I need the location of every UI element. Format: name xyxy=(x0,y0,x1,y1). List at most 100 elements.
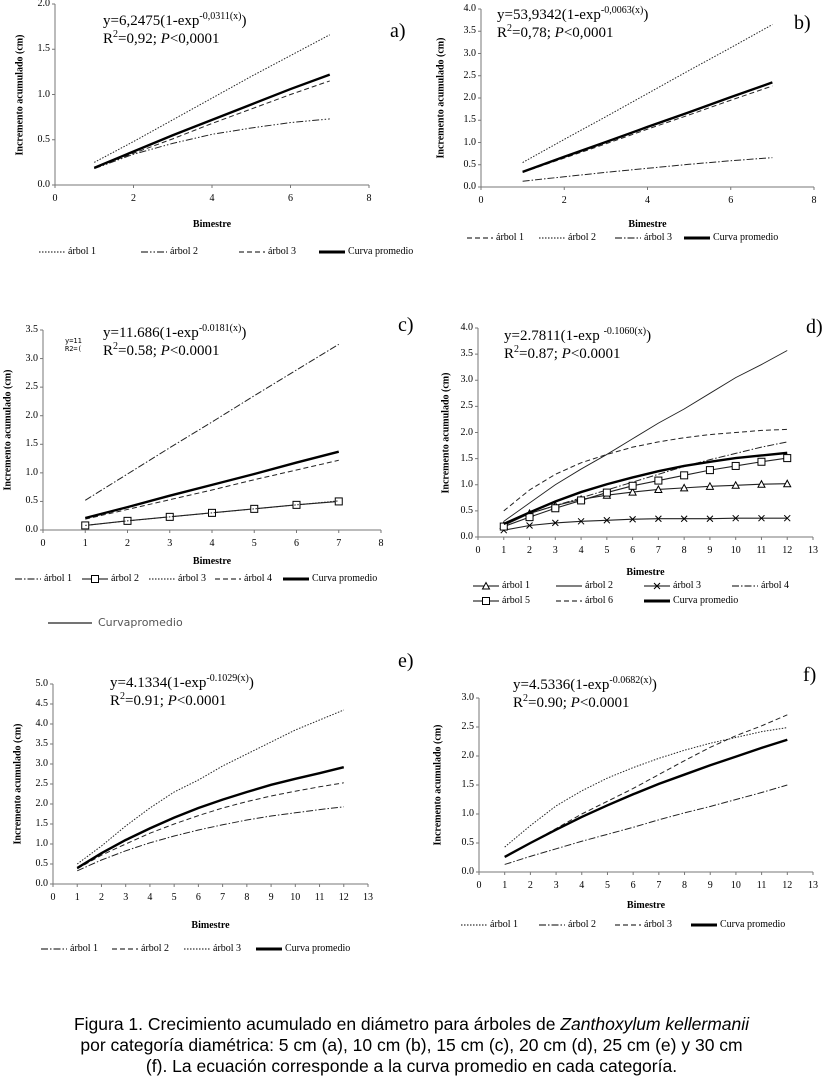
x-tick-label: 0 xyxy=(40,538,46,549)
legend-swatch xyxy=(467,237,493,238)
legend-item: árbol 2 xyxy=(538,232,596,243)
x-axis-label: Bimestre xyxy=(626,900,666,911)
chart-panel-c xyxy=(40,329,382,533)
y-tick-label: 0.5 xyxy=(460,504,474,516)
x-tick-label: 3 xyxy=(123,892,129,903)
legend-label: árbol 3 xyxy=(268,246,297,257)
equation-main: y=4.1334(1-exp xyxy=(110,675,207,691)
series-line xyxy=(93,73,331,169)
cross-marker xyxy=(706,515,714,523)
legend-swatch xyxy=(615,924,641,925)
legend-item: árbol 3 xyxy=(183,943,241,954)
legend-item: árbol 6 xyxy=(555,595,613,606)
cross-marker xyxy=(526,522,533,529)
series-árbol-2 xyxy=(503,350,788,522)
equation: y=53,9342(1-exp-0,0063(x)) R2=0,78; P<0,0… xyxy=(497,6,648,42)
panel-letter: a) xyxy=(390,20,406,42)
caption-text: Figura 1. Crecimiento acumulado en diáme… xyxy=(73,1014,561,1034)
r-symbol: R xyxy=(110,693,121,709)
series-árbol-3 xyxy=(85,500,339,526)
p-value: <0,0001 xyxy=(563,25,614,41)
triangle-marker xyxy=(782,479,792,488)
x-tick-label: 7 xyxy=(656,880,662,891)
chart-panel-b xyxy=(478,8,815,190)
series-line xyxy=(77,806,344,872)
series-árbol-4 xyxy=(503,441,788,525)
x-tick-label: 8 xyxy=(378,538,384,549)
legend-label: Curva promedio xyxy=(348,246,414,257)
square-marker xyxy=(334,497,343,506)
square-marker xyxy=(731,461,740,470)
legend-swatch xyxy=(141,251,167,252)
square-marker xyxy=(680,471,689,480)
series-curva-promedio xyxy=(504,738,788,858)
x-tick-label: 0 xyxy=(476,880,482,891)
r2-line: R2=0.91; P<0.0001 xyxy=(110,692,254,710)
panel-letter: b) xyxy=(794,12,811,34)
r2-value: =0,92; xyxy=(118,31,161,47)
legend-item: árbol 2 xyxy=(555,580,613,591)
y-tick-label: 4.0 xyxy=(463,3,477,14)
legend-swatch xyxy=(473,580,499,589)
equation-close: ) xyxy=(643,7,649,23)
series-curva-promedio xyxy=(503,451,788,526)
cross-marker xyxy=(629,515,636,523)
series-árbol-3 xyxy=(76,709,344,865)
x-tick-label: 5 xyxy=(171,892,177,903)
series-line xyxy=(84,343,340,501)
x-tick-label: 4 xyxy=(147,892,153,903)
y-tick-label: 3.5 xyxy=(25,324,39,335)
legend-swatch xyxy=(732,585,758,586)
equation-exponent: -0.0682(x) xyxy=(609,675,652,686)
figure-caption: Figura 1. Crecimiento acumulado en diáme… xyxy=(0,1014,823,1077)
series-curva-promedio xyxy=(84,450,340,520)
legend-swatch xyxy=(644,599,670,602)
legend-label: árbol 3 xyxy=(644,232,673,243)
x-tick-label: 2 xyxy=(125,538,130,549)
x-tick-label: 8 xyxy=(811,195,817,206)
equation-main: y=4.5336(1-exp xyxy=(513,677,610,693)
cross-marker xyxy=(655,515,662,523)
r-symbol: R xyxy=(504,346,515,362)
y-tick-label: 3.0 xyxy=(460,374,474,386)
x-tick-label: 6 xyxy=(630,545,636,556)
x-tick-label: 11 xyxy=(314,892,325,903)
legend-label: árbol 3 xyxy=(213,943,242,954)
equation-exponent: -0.1060(x) xyxy=(603,326,647,337)
series-line xyxy=(504,784,788,865)
p-value: <0.0001 xyxy=(169,343,220,359)
legend-label: árbol 2 xyxy=(568,919,597,930)
x-tick-label: 6 xyxy=(728,195,734,206)
equation-line: y=11.686(1-exp-0.0181(x)) xyxy=(103,324,246,342)
y-tick-label: 0.0 xyxy=(25,524,39,535)
legend-swatch xyxy=(82,574,108,583)
square-marker xyxy=(628,481,637,490)
legend-swatch xyxy=(644,582,670,589)
equation-line: y=4.5336(1-exp-0.0682(x)) xyxy=(513,676,657,694)
y-tick-label: 2.5 xyxy=(463,69,477,81)
square-marker xyxy=(783,454,792,463)
y-tick-label: 1.5 xyxy=(461,779,475,790)
x-tick-label: 1 xyxy=(502,880,508,891)
square-marker xyxy=(551,504,560,513)
series-line xyxy=(503,428,788,512)
x-axis-label: Bimestre xyxy=(626,567,665,578)
y-tick-label: 3.5 xyxy=(463,25,477,37)
y-tick-label: 2.0 xyxy=(460,426,474,438)
y-tick-label: 3.5 xyxy=(35,738,49,749)
equation: y=11.686(1-exp-0.0181(x)) R2=0.58; P<0.00… xyxy=(103,324,246,360)
cross-marker xyxy=(551,519,559,527)
x-tick-label: 0 xyxy=(478,195,484,206)
legend-label: árbol 3 xyxy=(178,573,207,584)
chart-panel-f xyxy=(476,697,814,875)
legend-swatch xyxy=(556,600,582,601)
legend-swatch xyxy=(539,924,565,925)
triangle-marker xyxy=(481,580,491,589)
square-marker xyxy=(757,457,766,466)
y-tick-label: 0.5 xyxy=(37,133,51,145)
y-tick-label: 0.5 xyxy=(463,158,477,170)
legend-label: árbol 1 xyxy=(44,573,73,584)
x-axis-label: Bimestre xyxy=(191,920,230,931)
legend-label: árbol 1 xyxy=(70,943,99,954)
series-line xyxy=(94,118,330,170)
